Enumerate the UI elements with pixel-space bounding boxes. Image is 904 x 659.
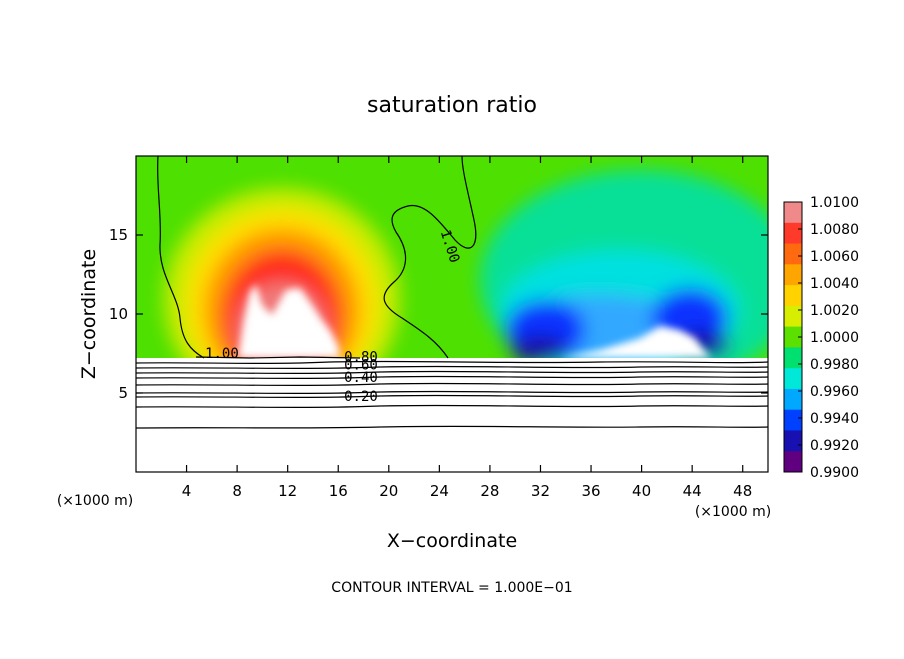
- colorbar-label: 1.0100: [810, 195, 859, 211]
- contour-0.50: [136, 382, 768, 386]
- y-tick-label: 10: [109, 305, 128, 323]
- colorbar-segment: [784, 326, 802, 348]
- contour-0.70: [136, 370, 768, 374]
- colorbar-segment: [784, 264, 802, 286]
- colorbar-segment: [784, 430, 802, 452]
- colorbar-label: 0.9920: [810, 438, 859, 454]
- y-axis-title: Z−coordinate: [78, 249, 100, 379]
- y-tick-label: 5: [118, 384, 128, 402]
- colorbar-label: 0.9960: [810, 384, 859, 400]
- x-unit-left: (×1000 m): [57, 493, 133, 509]
- colorbar-segment: [784, 202, 802, 224]
- chart-title: saturation ratio: [367, 93, 537, 118]
- contour-label: 0.60: [344, 357, 378, 373]
- contour-0.60: [136, 375, 768, 379]
- colorbar-segment: [784, 368, 802, 390]
- contour-0.30: [136, 394, 768, 398]
- x-tick-label: 24: [430, 482, 449, 500]
- contour-interval-note: CONTOUR INTERVAL = 1.000E−01: [331, 580, 572, 596]
- colorbar-label: 1.0020: [810, 303, 859, 319]
- colorbar-label: 0.9940: [810, 411, 859, 427]
- x-tick-label: 32: [531, 482, 550, 500]
- colorbar-label: 1.0080: [810, 222, 859, 238]
- colorbar-segment: [784, 409, 802, 431]
- x-axis-title: X−coordinate: [387, 530, 517, 552]
- colorbar-segment: [784, 347, 802, 369]
- x-unit-right: (×1000 m): [695, 504, 771, 520]
- lower-region: [136, 358, 768, 472]
- contour-0.80: [136, 365, 768, 369]
- colorbar-label: 1.0060: [810, 249, 859, 265]
- colorbar-segment: [784, 388, 802, 411]
- colorbar-label: 0.9980: [810, 357, 859, 373]
- heatmap-field: [136, 156, 768, 358]
- x-tick-label: 44: [683, 482, 702, 500]
- x-tick-label: 12: [278, 482, 297, 500]
- contour-0.10: [136, 425, 768, 429]
- colorbar-segment: [784, 451, 802, 473]
- colorbar-label: 1.0040: [810, 276, 859, 292]
- contour-1.00-upper: [383, 156, 477, 359]
- contour-1.00-base: [195, 356, 361, 359]
- x-tick-label: 4: [182, 482, 192, 500]
- colorbar: 1.0100 1.0080 1.0060 1.0040 1.0020 1.0000 0.99…: [783, 195, 859, 481]
- contour-label: 0.80: [344, 349, 378, 365]
- colorbar-label: 0.9900: [810, 465, 859, 481]
- x-tick-label: 36: [581, 482, 600, 500]
- x-tick-label: 8: [232, 482, 242, 500]
- contour-label: 0.40: [344, 370, 378, 386]
- contour-1.00-left: [157, 156, 205, 359]
- contour-lines: [136, 156, 768, 429]
- x-tick-label: 40: [632, 482, 651, 500]
- contour-0.20: [136, 404, 768, 408]
- colorbar-segment: [784, 222, 802, 245]
- deep-blue-left: [512, 336, 568, 358]
- y-tick-label: 15: [109, 226, 128, 244]
- x-tick-label: 20: [379, 482, 398, 500]
- colorbar-label: 1.0000: [810, 330, 859, 346]
- colorbar-segment: [784, 285, 802, 307]
- contour-label: 1.00: [205, 346, 239, 362]
- x-tick-label: 48: [733, 482, 752, 500]
- contour-0.90: [136, 360, 768, 364]
- contour-label: 0.20: [344, 389, 378, 405]
- contour-0.40: [136, 390, 768, 394]
- colorbar-segment: [784, 305, 802, 328]
- x-tick-label: 28: [480, 482, 499, 500]
- x-tick-label: 16: [329, 482, 348, 500]
- out-of-range-white: [238, 284, 712, 358]
- colorbar-segment: [784, 243, 802, 265]
- white-plume: [238, 284, 340, 358]
- white-ridge: [560, 326, 712, 358]
